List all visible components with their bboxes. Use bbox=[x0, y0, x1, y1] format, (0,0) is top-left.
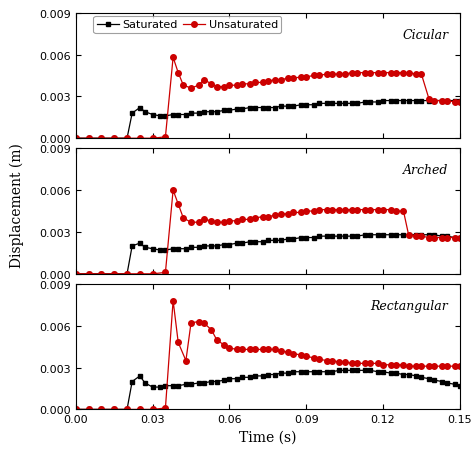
Unsaturated bbox=[252, 347, 258, 352]
Unsaturated bbox=[355, 71, 360, 76]
Unsaturated bbox=[355, 207, 360, 213]
Saturated bbox=[196, 245, 201, 251]
Unsaturated bbox=[181, 216, 186, 221]
Saturated bbox=[252, 106, 258, 111]
Saturated bbox=[111, 272, 117, 277]
Saturated bbox=[73, 136, 79, 142]
Line: Saturated: Saturated bbox=[73, 99, 462, 142]
Text: Arched: Arched bbox=[403, 164, 448, 177]
Line: Unsaturated: Unsaturated bbox=[73, 56, 463, 142]
Unsaturated bbox=[73, 136, 79, 142]
Unsaturated bbox=[324, 207, 329, 213]
Saturated bbox=[111, 136, 117, 142]
Saturated bbox=[73, 272, 79, 277]
Saturated bbox=[362, 233, 368, 238]
Saturated bbox=[252, 239, 258, 245]
Text: Displacement (m): Displacement (m) bbox=[9, 142, 24, 267]
Unsaturated bbox=[252, 81, 258, 86]
Saturated bbox=[342, 234, 347, 239]
Saturated bbox=[342, 101, 347, 107]
Line: Unsaturated: Unsaturated bbox=[73, 298, 463, 412]
Unsaturated bbox=[170, 56, 176, 61]
Unsaturated bbox=[73, 407, 79, 412]
Saturated bbox=[111, 407, 117, 412]
Unsaturated bbox=[355, 361, 360, 366]
Saturated bbox=[349, 101, 355, 107]
Saturated bbox=[337, 368, 342, 373]
Saturated bbox=[73, 407, 79, 412]
Unsaturated bbox=[324, 358, 329, 364]
Unsaturated bbox=[170, 188, 176, 193]
Saturated bbox=[355, 368, 360, 373]
Unsaturated bbox=[329, 72, 335, 78]
Saturated bbox=[99, 272, 104, 277]
Unsaturated bbox=[457, 364, 463, 369]
Unsaturated bbox=[329, 358, 335, 364]
Saturated bbox=[196, 380, 201, 386]
Legend: Saturated, Unsaturated: Saturated, Unsaturated bbox=[93, 17, 282, 34]
Unsaturated bbox=[170, 298, 176, 303]
Saturated bbox=[252, 374, 258, 379]
Text: Cicular: Cicular bbox=[402, 29, 448, 42]
Unsaturated bbox=[324, 72, 329, 78]
Saturated bbox=[99, 136, 104, 142]
Saturated bbox=[457, 235, 463, 241]
Saturated bbox=[196, 111, 201, 116]
Unsaturated bbox=[252, 216, 258, 221]
Text: Rectangular: Rectangular bbox=[371, 299, 448, 312]
X-axis label: Time (s): Time (s) bbox=[239, 430, 297, 444]
Unsaturated bbox=[329, 207, 335, 213]
Unsaturated bbox=[311, 209, 317, 214]
Unsaturated bbox=[311, 355, 317, 361]
Saturated bbox=[349, 368, 355, 373]
Unsaturated bbox=[311, 74, 317, 79]
Saturated bbox=[457, 383, 463, 389]
Saturated bbox=[457, 99, 463, 104]
Line: Saturated: Saturated bbox=[73, 368, 462, 412]
Unsaturated bbox=[457, 100, 463, 106]
Saturated bbox=[99, 407, 104, 412]
Line: Unsaturated: Unsaturated bbox=[73, 188, 463, 277]
Unsaturated bbox=[183, 358, 189, 364]
Saturated bbox=[349, 234, 355, 239]
Unsaturated bbox=[181, 83, 186, 89]
Unsaturated bbox=[73, 272, 79, 277]
Unsaturated bbox=[457, 235, 463, 241]
Line: Saturated: Saturated bbox=[73, 233, 462, 277]
Saturated bbox=[380, 99, 386, 104]
